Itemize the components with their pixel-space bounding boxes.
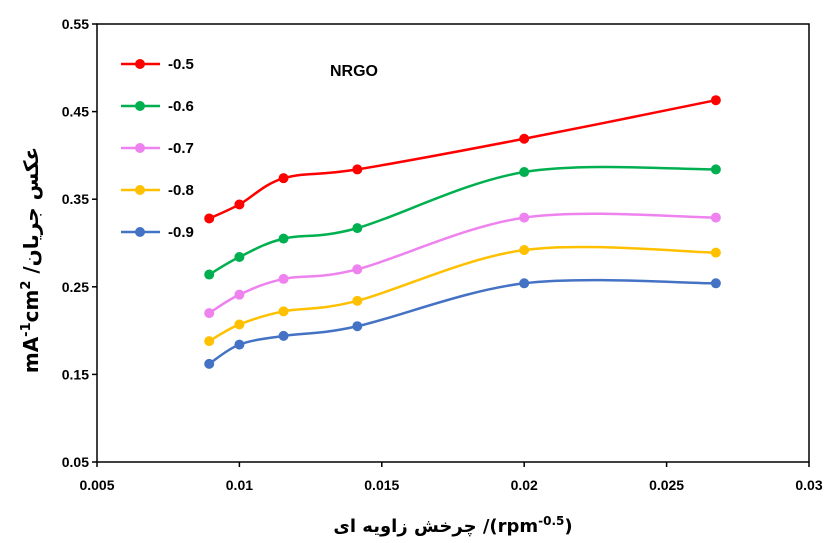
legend-swatch-marker	[135, 101, 145, 111]
data-point	[710, 247, 721, 258]
y-tick-label: 0.55	[62, 16, 89, 32]
data-point	[234, 289, 245, 300]
data-point	[519, 245, 530, 256]
x-tick-label: 0.005	[79, 477, 114, 493]
legend-item: -0.7	[121, 140, 194, 157]
x-axis-ticks: 0.005 0.01 0.015 0.02 0.025 0.03	[79, 462, 823, 493]
data-point	[234, 319, 245, 330]
data-point	[519, 167, 530, 178]
legend-label: -0.6	[168, 98, 194, 115]
data-point	[352, 164, 363, 175]
legend-label: -0.8	[168, 182, 194, 199]
x-axis-title-close: )	[564, 516, 572, 537]
x-axis-title: چرخش زاویه ای /(rpm-0.5)	[333, 514, 572, 537]
data-point	[710, 164, 721, 175]
series--0.9	[204, 278, 721, 369]
series--0.5	[204, 95, 721, 224]
legend-item: -0.9	[121, 224, 194, 241]
x-tick-label: 0.01	[226, 477, 253, 493]
x-tick-label: 0.02	[511, 477, 538, 493]
x-axis-title-sup: -0.5	[538, 514, 564, 528]
legend-item: -0.5	[121, 56, 194, 73]
y-tick-label: 0.35	[62, 191, 89, 207]
y-axis-title-sup2: 2	[19, 281, 34, 290]
y-axis-ticks: 0.05 0.15 0.25 0.35 0.45 0.55	[62, 16, 97, 470]
x-axis-title-main: چرخش زاویه ای /(rpm	[333, 516, 538, 537]
data-point	[278, 273, 289, 284]
legend-label: -0.9	[168, 224, 194, 241]
y-axis-title-unit2: cm	[19, 290, 43, 323]
data-point	[352, 264, 363, 275]
data-point	[204, 308, 215, 319]
data-point	[710, 212, 721, 223]
legend: -0.5 -0.6 -0.7 -0.8 -0.9	[121, 56, 194, 241]
data-point	[204, 358, 215, 369]
legend-label: -0.7	[168, 140, 194, 157]
legend-item: -0.6	[121, 98, 194, 115]
data-point	[352, 321, 363, 332]
data-point	[234, 199, 245, 210]
series--0.8	[204, 245, 721, 347]
x-tick-label: 0.03	[795, 477, 822, 493]
data-point	[234, 339, 245, 350]
y-tick-label: 0.15	[62, 366, 89, 382]
y-axis-title-unit: mA	[19, 336, 43, 373]
legend-label: -0.5	[168, 56, 194, 73]
plot-area-frame	[96, 23, 810, 463]
legend-swatch-marker	[135, 227, 145, 237]
series--0.6	[204, 164, 721, 280]
data-point	[519, 133, 530, 144]
y-axis-title: mA-1cm2 /عکس جریان	[19, 147, 43, 373]
legend-swatch-marker	[135, 185, 145, 195]
legend-item: -0.8	[121, 182, 194, 199]
legend-swatch-marker	[135, 143, 145, 153]
data-point	[234, 252, 245, 263]
data-point	[710, 95, 721, 106]
data-point	[204, 269, 215, 280]
data-point	[352, 295, 363, 306]
data-point	[278, 233, 289, 244]
data-point	[519, 278, 530, 289]
data-point	[519, 212, 530, 223]
legend-swatch-marker	[135, 59, 145, 69]
y-tick-label: 0.05	[62, 454, 89, 470]
chart-annotation: NRGO	[330, 63, 378, 80]
y-tick-label: 0.45	[62, 104, 89, 120]
y-axis-title-sup1: -1	[19, 322, 34, 336]
data-point	[278, 306, 289, 317]
data-point	[710, 278, 721, 289]
y-tick-label: 0.25	[62, 279, 89, 295]
series--0.7	[204, 212, 721, 319]
data-point	[352, 223, 363, 234]
y-axis-title-sep: /	[19, 266, 43, 281]
data-point	[204, 213, 215, 224]
data-point	[204, 336, 215, 347]
x-tick-label: 0.015	[364, 477, 399, 493]
data-point	[278, 173, 289, 184]
data-point	[278, 330, 289, 341]
series-group	[204, 95, 721, 369]
y-axis-title-text: عکس جریان	[19, 147, 43, 266]
x-tick-label: 0.025	[649, 477, 684, 493]
